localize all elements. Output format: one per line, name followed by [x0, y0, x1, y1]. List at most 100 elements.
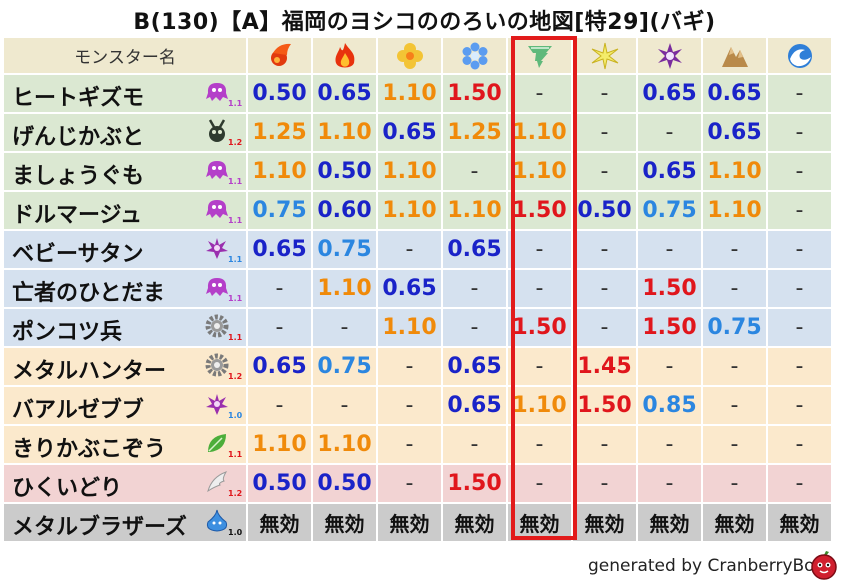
- resistance-value: -: [638, 348, 701, 385]
- resistance-value: -: [573, 114, 636, 151]
- resistance-value: 無効: [638, 504, 701, 541]
- monster-level: 1.1: [228, 216, 243, 225]
- resistance-value: 1.10: [443, 192, 506, 229]
- resistance-value: -: [703, 270, 766, 307]
- resistance-value: 0.50: [313, 153, 376, 190]
- monster-name: ヒートギズモ: [12, 86, 145, 111]
- resistance-value: 0.50: [248, 75, 311, 112]
- resistance-value: -: [248, 309, 311, 346]
- resistance-value: 0.75: [313, 231, 376, 268]
- resistance-value: 1.10: [378, 192, 441, 229]
- resistance-value: -: [703, 231, 766, 268]
- table-row: メタルハンター 1.2 0.65 0.75-0.65-1.45- - -: [4, 348, 831, 385]
- table-row: ましょうぐも 1.1 1.10 0.50 1.10-1.10-0.65 1.10-: [4, 153, 831, 190]
- hyado-ice-icon: [443, 38, 506, 73]
- resistance-value: -: [573, 426, 636, 463]
- table-header-row: モンスター名: [4, 38, 831, 73]
- devil-monster-icon: [204, 235, 230, 261]
- resistance-value: -: [508, 348, 571, 385]
- resistance-value: 無効: [573, 504, 636, 541]
- resistance-value: -: [638, 426, 701, 463]
- monster-name: げんじかぶと: [12, 125, 145, 150]
- ghost-monster-icon: [204, 274, 230, 300]
- resistance-value: 1.50: [573, 387, 636, 424]
- monster-name: メタルハンター: [12, 359, 167, 384]
- jibaria-earth-icon: [703, 38, 766, 73]
- resistance-value: -: [768, 153, 831, 190]
- mera-fire-icon: [248, 38, 311, 73]
- monster-cell: メタルハンター 1.2: [4, 348, 246, 385]
- resistance-value: -: [703, 387, 766, 424]
- resistance-value: -: [378, 465, 441, 502]
- resistance-value: -: [313, 387, 376, 424]
- resistance-value: 0.75: [313, 348, 376, 385]
- resistance-value: 0.65: [703, 114, 766, 151]
- resistance-value: 1.10: [248, 153, 311, 190]
- table-row: ポンコツ兵 1.1- -1.10-1.50-1.50 0.75-: [4, 309, 831, 346]
- resistance-value: -: [573, 270, 636, 307]
- bagi-wind-icon: [508, 38, 571, 73]
- resistance-value: -: [248, 387, 311, 424]
- monster-name: ドルマージュ: [12, 203, 143, 228]
- table-row: バアルゼブブ 1.0- - -0.65 1.10 1.50 0.85- -: [4, 387, 831, 424]
- resistance-value: -: [573, 309, 636, 346]
- resistance-value: -: [508, 75, 571, 112]
- resistance-value: 0.65: [378, 114, 441, 151]
- resistance-value: -: [378, 426, 441, 463]
- resistance-value: 1.10: [508, 153, 571, 190]
- resistance-value: -: [768, 231, 831, 268]
- resistance-value: 0.65: [378, 270, 441, 307]
- resistance-value: 1.50: [638, 270, 701, 307]
- monster-name: ましょうぐも: [12, 164, 145, 189]
- wing-monster-icon: [204, 469, 230, 495]
- monster-cell: きりかぶこぞう 1.1: [4, 426, 246, 463]
- monster-cell: げんじかぶと 1.2: [4, 114, 246, 151]
- resistance-value: 0.50: [248, 465, 311, 502]
- monster-level: 1.2: [228, 489, 243, 498]
- monster-level: 1.1: [228, 177, 243, 186]
- resistance-value: 1.45: [573, 348, 636, 385]
- slime-monster-icon: [204, 508, 230, 534]
- resistance-value: 無効: [313, 504, 376, 541]
- table-row: ひくいどり 1.2 0.50 0.50-1.50- - - - -: [4, 465, 831, 502]
- resistance-value: -: [378, 387, 441, 424]
- monster-level: 1.1: [228, 333, 243, 342]
- dein-lightning-icon: [573, 38, 636, 73]
- resistance-value: 1.25: [443, 114, 506, 151]
- monster-cell: 亡者のひとだま 1.1: [4, 270, 246, 307]
- cranberry-bot-icon: [810, 550, 838, 584]
- resistance-value: -: [508, 426, 571, 463]
- resistance-value: -: [508, 231, 571, 268]
- monster-level: 1.1: [228, 294, 243, 303]
- resistance-value: 1.10: [248, 426, 311, 463]
- footer-credit: generated by CranberryBot: [588, 556, 822, 576]
- monster-cell: バアルゼブブ 1.0: [4, 387, 246, 424]
- resistance-value: 0.85: [638, 387, 701, 424]
- monster-name: きりかぶこぞう: [12, 437, 167, 462]
- resistance-value: -: [443, 153, 506, 190]
- resistance-value: 0.75: [638, 192, 701, 229]
- resistance-table: モンスター名: [2, 36, 833, 543]
- table-row: きりかぶこぞう 1.1 1.10 1.10- - - - - - -: [4, 426, 831, 463]
- resistance-value: -: [638, 231, 701, 268]
- gear-monster-icon: [204, 313, 230, 339]
- monster-name-header: モンスター名: [4, 38, 246, 73]
- page-title: B(130)【A】福岡のヨシコののろいの地図[特29](バギ): [133, 10, 716, 35]
- devil-monster-icon: [204, 391, 230, 417]
- monster-level: 1.0: [228, 528, 243, 537]
- resistance-value: -: [573, 75, 636, 112]
- resistance-value: -: [573, 231, 636, 268]
- resistance-value: 無効: [768, 504, 831, 541]
- resistance-value: -: [768, 348, 831, 385]
- beetle-monster-icon: [204, 118, 230, 144]
- resistance-value: 0.75: [703, 309, 766, 346]
- resistance-value: -: [768, 309, 831, 346]
- resistance-value: 1.10: [313, 114, 376, 151]
- resistance-value: -: [248, 270, 311, 307]
- resistance-value: -: [703, 465, 766, 502]
- monster-cell: ひくいどり 1.2: [4, 465, 246, 502]
- resistance-value: -: [443, 426, 506, 463]
- resistance-value: 0.50: [573, 192, 636, 229]
- ghost-monster-icon: [204, 79, 230, 105]
- ghost-monster-icon: [204, 196, 230, 222]
